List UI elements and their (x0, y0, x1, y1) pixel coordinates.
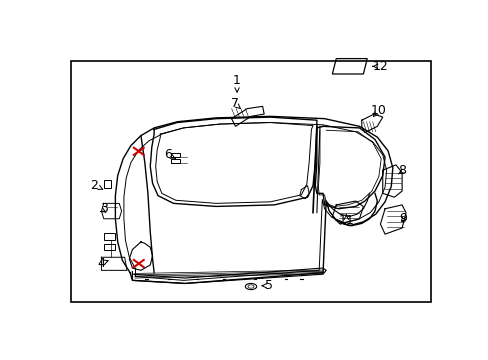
Text: 3: 3 (100, 202, 107, 215)
Text: 1: 1 (233, 74, 241, 87)
Bar (171, 159, 179, 163)
Text: 4: 4 (97, 257, 105, 270)
Text: 2: 2 (90, 179, 98, 192)
Bar (171, 153, 179, 157)
Text: 8: 8 (397, 164, 406, 177)
Bar (70, 61, 430, 302)
Bar (103, 180, 111, 188)
Text: 9: 9 (399, 212, 407, 225)
Text: 5: 5 (264, 279, 272, 292)
Text: 10: 10 (370, 104, 386, 117)
Text: 12: 12 (372, 60, 387, 73)
Text: 7: 7 (231, 97, 239, 110)
Bar (103, 244, 115, 250)
Bar (103, 233, 115, 239)
Text: 6: 6 (164, 148, 172, 161)
Text: 11: 11 (338, 214, 353, 227)
